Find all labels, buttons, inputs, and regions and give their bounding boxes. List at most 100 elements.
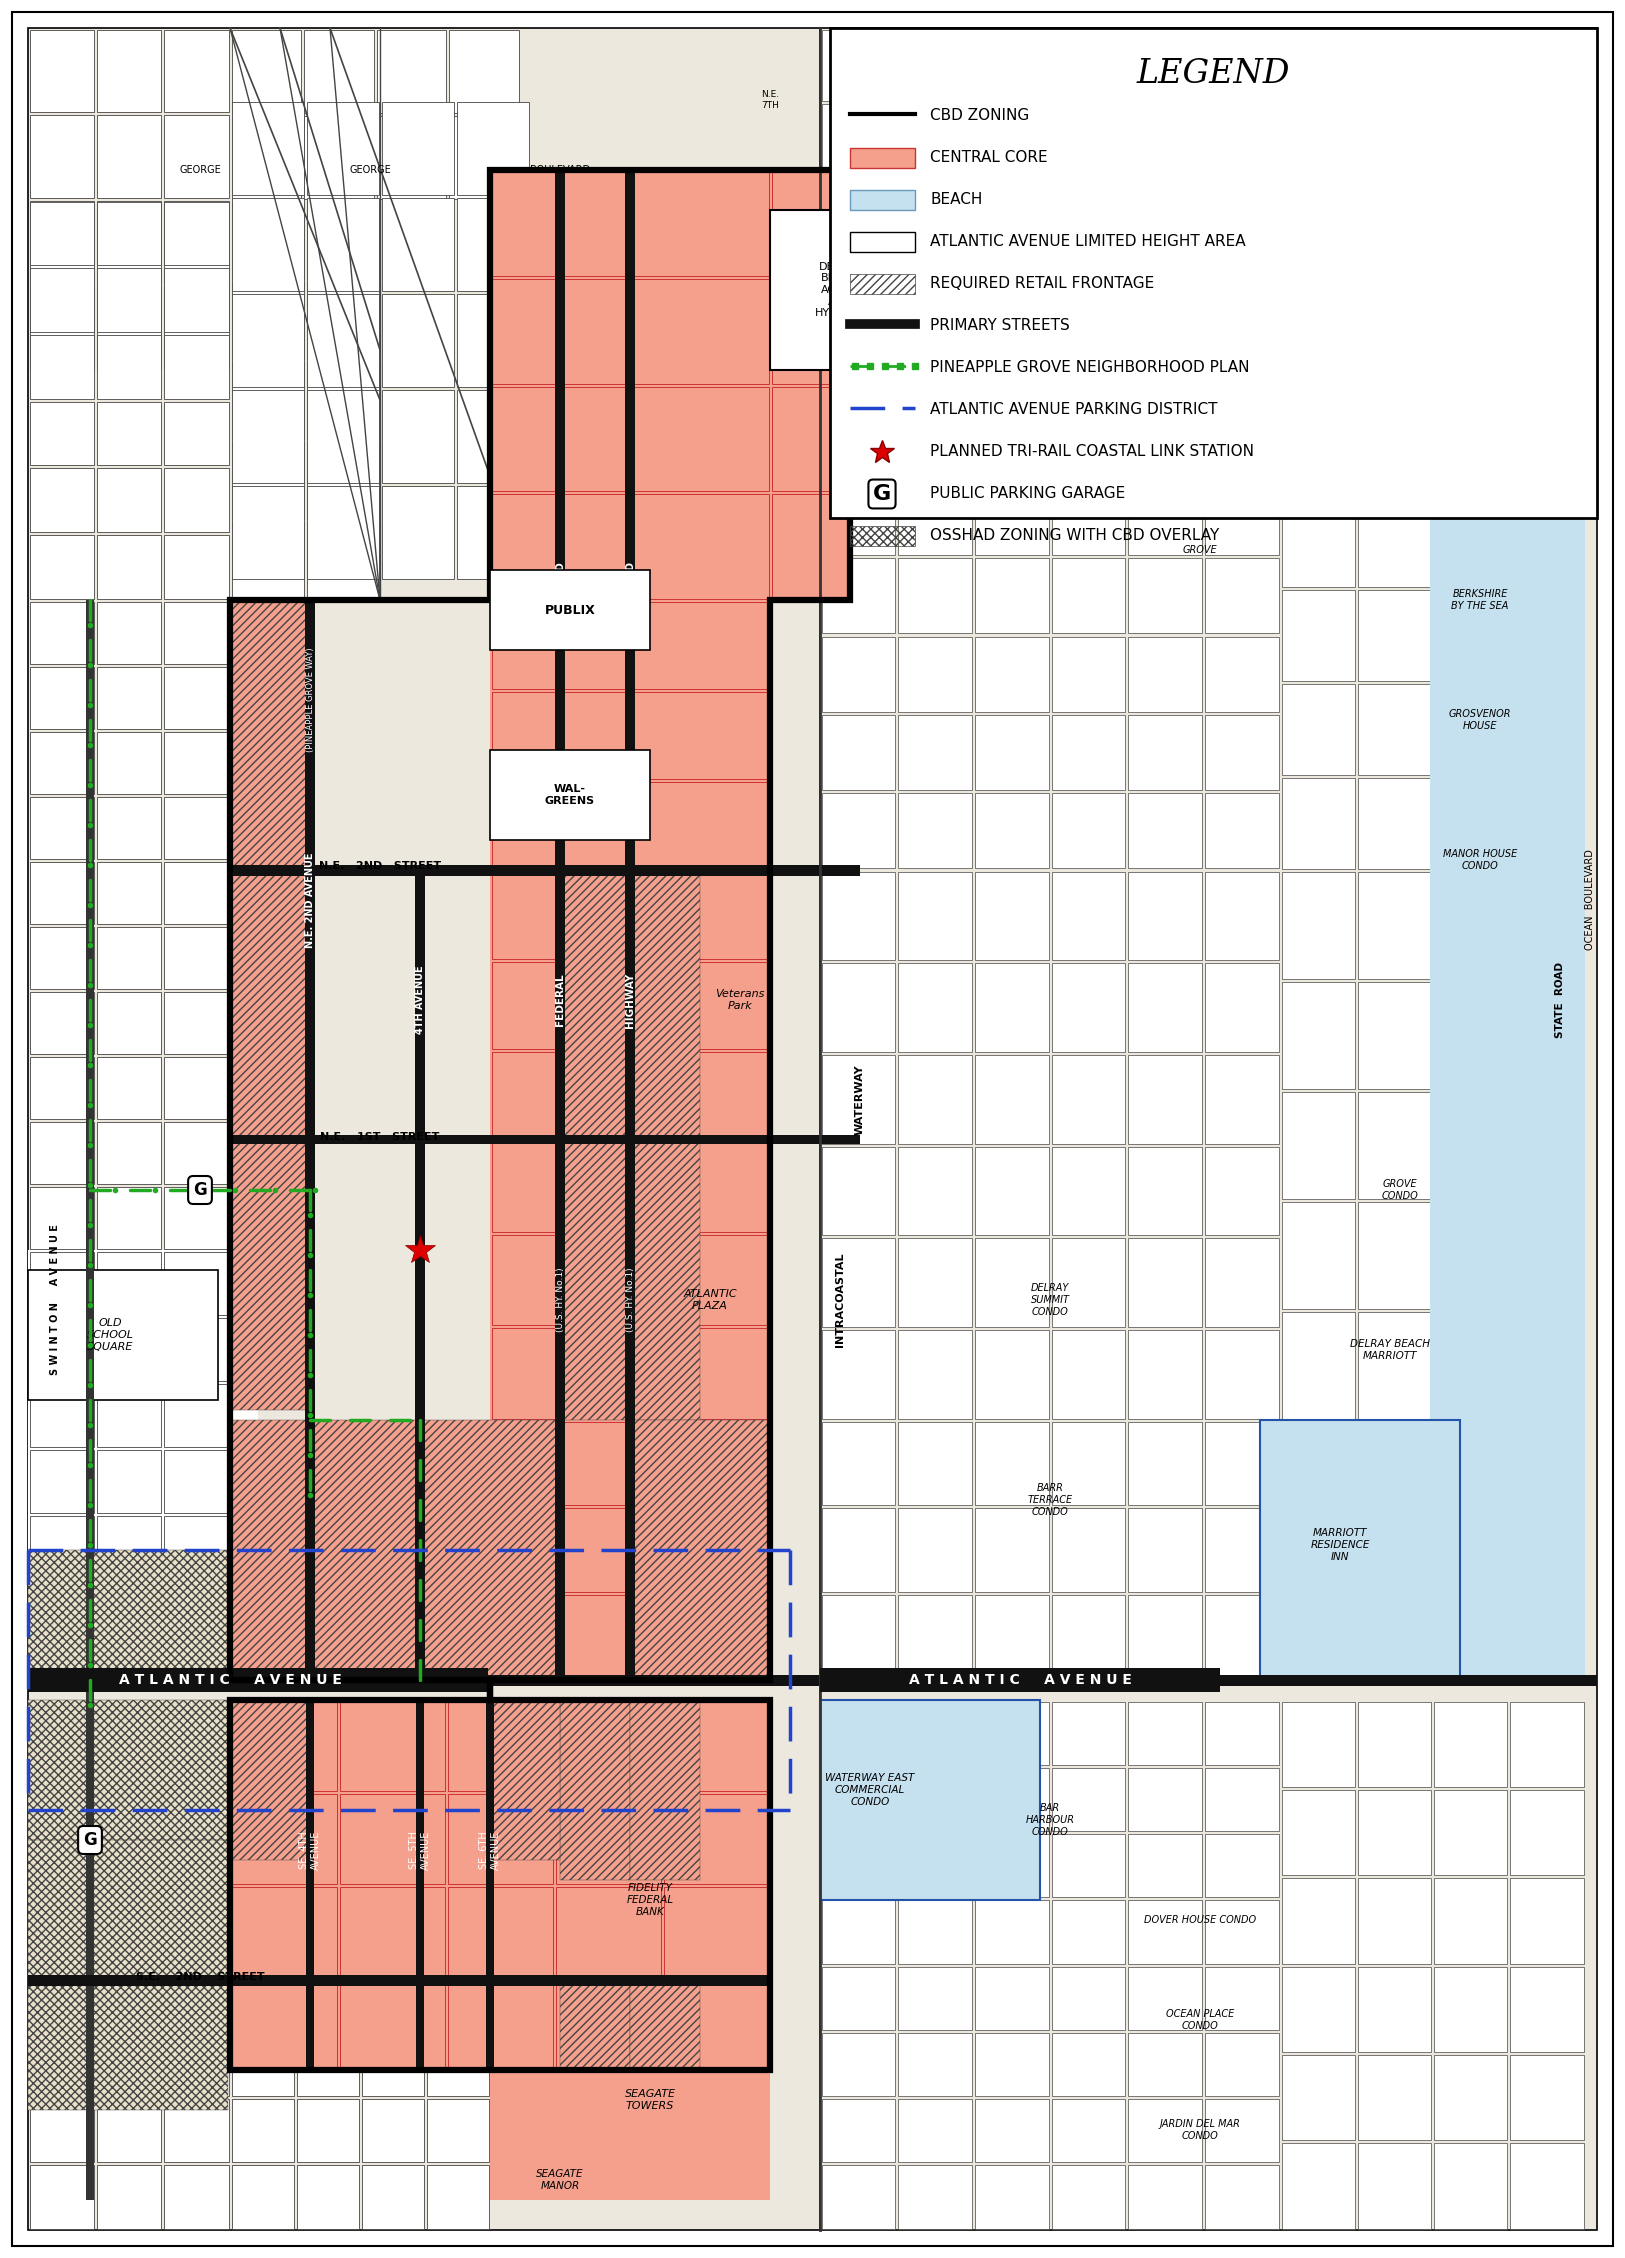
Bar xyxy=(1433,982,1508,1088)
Bar xyxy=(1051,2100,1124,2163)
Bar xyxy=(231,1967,294,2030)
Bar xyxy=(29,29,94,113)
Bar xyxy=(1433,1508,1508,1592)
Bar xyxy=(491,1594,629,1678)
Bar xyxy=(29,1312,94,1371)
Bar xyxy=(29,1122,94,1183)
Bar xyxy=(98,1384,161,1447)
Bar xyxy=(307,201,379,278)
Bar xyxy=(1128,964,1202,1052)
Bar xyxy=(556,1885,660,1976)
Bar xyxy=(307,282,379,359)
Bar xyxy=(821,27,1597,2231)
Bar xyxy=(1510,402,1583,492)
Text: GROVE
CONDO: GROVE CONDO xyxy=(1381,1179,1419,1201)
Bar xyxy=(1358,777,1432,869)
Bar xyxy=(382,485,453,578)
Bar xyxy=(491,1700,770,2199)
Bar xyxy=(630,1140,700,1420)
Bar xyxy=(231,196,304,291)
Bar xyxy=(164,732,229,793)
Bar xyxy=(231,2100,294,2163)
Bar xyxy=(1510,1703,1583,1786)
Bar xyxy=(340,1978,445,2068)
Bar xyxy=(29,201,94,282)
Bar xyxy=(556,1978,660,2068)
Bar xyxy=(1510,215,1583,305)
Bar xyxy=(98,1251,161,1310)
Bar xyxy=(29,1436,94,1495)
Bar xyxy=(1128,716,1202,790)
Bar xyxy=(1204,1330,1279,1418)
Bar xyxy=(29,2032,94,2095)
Bar xyxy=(1282,1967,1355,2053)
Bar xyxy=(556,169,565,1680)
Bar xyxy=(29,1901,94,1964)
Bar xyxy=(491,1700,561,1861)
Bar xyxy=(307,294,379,386)
Bar xyxy=(306,1700,314,2071)
Bar xyxy=(1204,2165,1279,2229)
Bar xyxy=(821,1669,1220,1691)
Bar xyxy=(426,1833,489,1897)
Bar xyxy=(1128,1237,1202,1328)
Bar xyxy=(1510,122,1583,212)
Bar xyxy=(899,1833,972,1897)
Bar xyxy=(1358,589,1432,680)
Bar xyxy=(1204,1768,1279,1831)
Bar xyxy=(231,1700,310,1861)
Bar xyxy=(382,102,453,194)
Bar xyxy=(1282,1879,1355,1964)
Bar xyxy=(164,601,229,664)
Text: ATLANTIC AVENUE PARKING DISTRICT: ATLANTIC AVENUE PARKING DISTRICT xyxy=(929,402,1217,418)
Text: CBD ZONING: CBD ZONING xyxy=(929,108,1029,124)
Bar xyxy=(29,1251,94,1310)
Bar xyxy=(772,172,848,275)
Bar xyxy=(1051,1054,1124,1143)
Bar xyxy=(1128,1594,1202,1678)
Bar xyxy=(426,2165,489,2229)
Bar xyxy=(307,361,379,438)
Text: PINEAPPLE GROVE NEIGHBORHOOD PLAN: PINEAPPLE GROVE NEIGHBORHOOD PLAN xyxy=(929,361,1250,375)
Bar xyxy=(457,388,528,483)
Bar xyxy=(1051,402,1124,476)
Bar xyxy=(457,485,528,578)
Bar xyxy=(98,1497,161,1556)
Bar xyxy=(1051,637,1124,711)
Bar xyxy=(231,1795,336,1883)
Text: BOULEVARD: BOULEVARD xyxy=(530,165,590,176)
Bar xyxy=(899,1423,972,1506)
Bar xyxy=(86,601,94,2199)
Bar xyxy=(1358,872,1432,978)
Bar xyxy=(1204,1703,1279,1766)
Bar xyxy=(822,2032,895,2095)
Bar xyxy=(29,666,94,729)
Bar xyxy=(296,2165,359,2229)
Bar xyxy=(1433,2143,1508,2229)
Bar xyxy=(231,1700,310,1829)
Bar xyxy=(29,991,94,1054)
Bar xyxy=(1204,964,1279,1052)
Bar xyxy=(164,334,229,397)
Text: JARDIN DEL MAR
CONDO: JARDIN DEL MAR CONDO xyxy=(1160,2120,1240,2141)
Bar xyxy=(1510,1879,1583,1964)
Text: VISTA DEL MAR DRIVE: VISTA DEL MAR DRIVE xyxy=(1326,115,1433,124)
Bar xyxy=(975,2165,1048,2229)
Text: SEAGATE
MANOR: SEAGATE MANOR xyxy=(536,2170,583,2190)
Bar xyxy=(164,1316,229,1380)
Bar xyxy=(975,2100,1048,2163)
Bar xyxy=(307,388,379,483)
Bar xyxy=(29,1057,94,1118)
Text: REQUIRED RETAIL FRONTAGE: REQUIRED RETAIL FRONTAGE xyxy=(929,275,1154,291)
Bar xyxy=(98,201,161,264)
Bar xyxy=(164,2165,229,2229)
Bar xyxy=(447,1703,552,1791)
Bar xyxy=(1358,1201,1432,1307)
Bar xyxy=(98,1450,161,1513)
Bar xyxy=(1358,215,1432,305)
Bar xyxy=(1433,215,1508,305)
Bar xyxy=(1051,793,1124,869)
Text: GROSVENOR
HOUSE: GROSVENOR HOUSE xyxy=(1450,709,1511,732)
Bar xyxy=(1510,1967,1583,2053)
Bar xyxy=(630,1700,700,1881)
